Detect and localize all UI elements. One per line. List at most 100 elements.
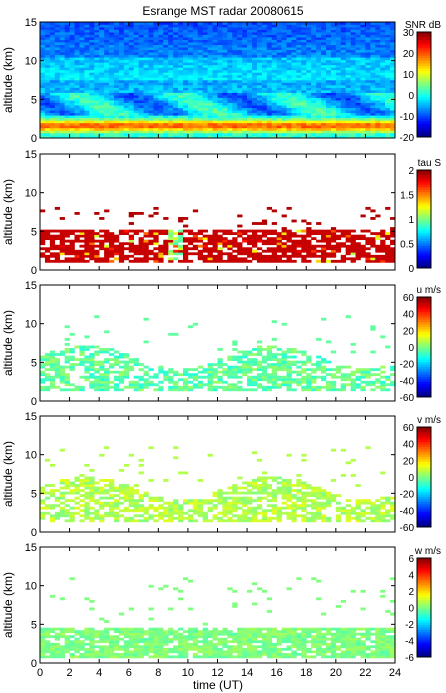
heatmap-cell <box>355 64 361 68</box>
heatmap-cell <box>133 49 139 53</box>
colorbar-segment <box>417 327 431 330</box>
heatmap-cell <box>340 57 346 61</box>
colorbar-segment <box>417 248 431 252</box>
heatmap-cell <box>325 59 332 63</box>
heatmap-cell <box>178 69 184 73</box>
heatmap-cell <box>325 52 332 56</box>
heatmap-cell <box>301 64 307 68</box>
heatmap-cell <box>380 87 386 91</box>
heatmap-cell <box>375 49 381 53</box>
heatmap-cell <box>212 90 218 93</box>
heatmap-cell <box>325 340 332 344</box>
heatmap-cell <box>217 42 223 45</box>
heatmap-cell <box>118 110 125 114</box>
heatmap-cell <box>207 80 213 83</box>
heatmap-cell <box>360 135 366 139</box>
heatmap-cell <box>118 59 125 63</box>
heatmap-cell <box>133 47 139 51</box>
heatmap-cell <box>94 102 100 106</box>
heatmap-cell <box>370 325 376 329</box>
heatmap-cell <box>168 67 174 71</box>
heatmap-cell <box>217 375 223 379</box>
heatmap-cell <box>89 368 95 372</box>
heatmap-cell <box>375 130 381 134</box>
heatmap-cell <box>49 95 56 98</box>
heatmap-cell <box>256 80 263 83</box>
heatmap-cell <box>370 242 376 246</box>
heatmap-cell <box>311 385 317 389</box>
heatmap-cell <box>370 110 376 114</box>
heatmap-cell <box>281 39 287 43</box>
heatmap-cell <box>104 82 110 86</box>
heatmap-cell <box>316 74 322 78</box>
heatmap-cell <box>123 355 130 359</box>
heatmap-cell <box>345 375 351 379</box>
heatmap-cell <box>247 117 253 121</box>
heatmap-cell <box>207 254 213 258</box>
heatmap-cell <box>187 135 194 139</box>
heatmap-cell <box>360 37 366 40</box>
heatmap-cell <box>123 80 130 83</box>
heatmap-cell <box>217 132 223 136</box>
heatmap-cell <box>380 59 386 63</box>
heatmap-cell <box>64 375 70 379</box>
heatmap-cell <box>350 125 356 129</box>
heatmap-cell <box>345 72 351 76</box>
heatmap-cell <box>113 32 120 35</box>
heatmap-cell <box>94 117 100 121</box>
heatmap-cell <box>232 97 238 101</box>
heatmap-cell <box>163 252 169 256</box>
heatmap-cell <box>59 247 65 251</box>
heatmap-cell <box>118 44 125 48</box>
heatmap-cell <box>266 77 273 81</box>
heatmap-cell <box>291 32 297 35</box>
heatmap-cell <box>40 370 46 374</box>
heatmap-cell <box>138 135 144 139</box>
heatmap-cell <box>325 24 332 28</box>
heatmap-cell <box>123 59 130 63</box>
heatmap-cell <box>178 39 184 43</box>
heatmap-cell <box>128 368 134 372</box>
heatmap-cell <box>301 254 307 258</box>
heatmap-cell <box>148 54 154 58</box>
heatmap-cell <box>301 72 307 76</box>
heatmap-cell <box>242 125 248 129</box>
heatmap-cell <box>89 355 95 359</box>
heatmap-cell <box>40 486 46 490</box>
heatmap-cell <box>375 117 381 121</box>
heatmap-cell <box>173 242 179 246</box>
heatmap-cell <box>325 49 332 53</box>
heatmap-cell <box>306 122 312 126</box>
heatmap-cell <box>227 74 233 78</box>
heatmap-cell <box>306 105 312 109</box>
heatmap-cell <box>375 378 381 382</box>
heatmap-cell <box>104 85 110 88</box>
heatmap-cell <box>143 254 149 258</box>
heatmap-cell <box>385 42 391 45</box>
heatmap-cell <box>390 27 396 30</box>
heatmap-cell <box>54 254 61 258</box>
heatmap-cell <box>118 259 125 263</box>
heatmap-cell <box>350 27 356 30</box>
heatmap-cell <box>118 47 125 51</box>
heatmap-cell <box>350 244 356 248</box>
heatmap-cell <box>286 29 292 33</box>
heatmap-cell <box>380 74 386 78</box>
heatmap-cell <box>380 62 386 66</box>
heatmap-cell <box>247 130 253 134</box>
heatmap-cell <box>286 127 292 131</box>
colorbar-segment <box>417 228 431 232</box>
heatmap-cell <box>69 332 75 336</box>
heatmap-cell <box>163 85 169 88</box>
heatmap-cell <box>350 85 356 88</box>
heatmap-cell <box>247 378 253 382</box>
heatmap-cell <box>212 22 218 25</box>
heatmap-cell <box>232 92 238 96</box>
heatmap-cell <box>69 97 75 101</box>
colorbar-segment <box>417 66 431 70</box>
heatmap-cell <box>207 380 213 384</box>
heatmap-cell <box>143 242 149 246</box>
heatmap-cell <box>325 237 332 241</box>
heatmap-cell <box>222 69 228 73</box>
heatmap-cell <box>232 117 238 121</box>
